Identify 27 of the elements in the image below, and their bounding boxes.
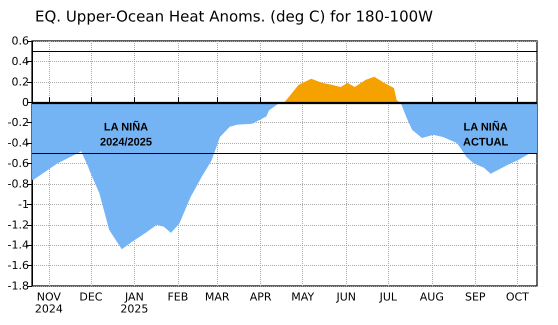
annotation: LA NIÑA 2024/2025 <box>100 120 152 148</box>
x-tick-label: MAY <box>291 290 314 304</box>
x-tick-label: JAN 2025 <box>120 290 148 316</box>
y-tick-label: -0.2 <box>8 116 29 130</box>
chart-title: EQ. Upper-Ocean Heat Anoms. (deg C) for 180-100W <box>35 8 434 26</box>
x-tick-label: APR <box>250 290 272 304</box>
y-tick-label: 0.4 <box>12 54 29 68</box>
y-tick-label: -1.8 <box>8 280 29 292</box>
y-tick-label: -1 <box>18 198 29 211</box>
x-tick-label: JUL <box>378 290 398 304</box>
x-tick-label: NOV 2024 <box>34 290 63 316</box>
y-tick-label: -0.8 <box>8 177 29 190</box>
x-tick-label: SEP <box>464 290 486 304</box>
y-tick-label: -1.6 <box>8 259 29 272</box>
annotation: LA NIÑA ACTUAL <box>463 120 508 148</box>
x-tick-label: FEB <box>167 290 188 304</box>
x-tick-label: DEC <box>79 290 103 304</box>
y-tick-label: -0.6 <box>8 157 29 170</box>
y-tick-label: 0.6 <box>12 34 29 48</box>
x-tick-label: JUN <box>335 290 356 304</box>
y-tick-label: 0.2 <box>12 75 29 88</box>
x-tick-label: OCT <box>506 290 530 304</box>
x-tick-label: AUG <box>420 290 444 304</box>
y-tick-label: -1.2 <box>8 218 29 232</box>
x-tick-label: MAR <box>204 290 230 304</box>
y-tick-label: -1.4 <box>8 238 29 252</box>
y-tick-label: -0.4 <box>8 136 29 150</box>
